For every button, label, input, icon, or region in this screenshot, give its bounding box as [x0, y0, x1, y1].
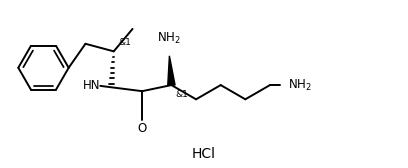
Text: &1: &1: [119, 38, 131, 47]
Text: NH$_2$: NH$_2$: [157, 31, 181, 47]
Text: &1: &1: [175, 90, 188, 99]
Polygon shape: [168, 56, 175, 85]
Text: HN: HN: [83, 79, 100, 92]
Text: HCl: HCl: [192, 147, 216, 161]
Text: O: O: [137, 122, 147, 135]
Text: NH$_2$: NH$_2$: [288, 77, 312, 93]
